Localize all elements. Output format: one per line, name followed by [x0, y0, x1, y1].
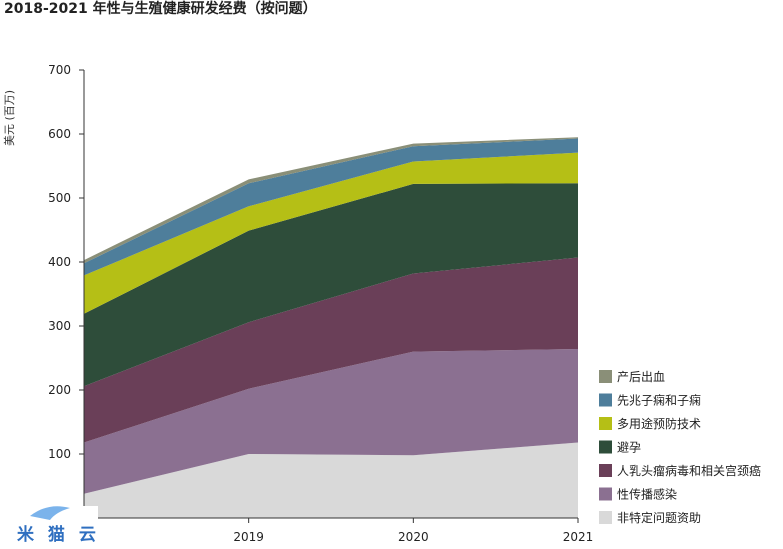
legend-label-1: 先兆子痫和子痫: [617, 394, 701, 408]
legend-swatch-6: [599, 511, 612, 524]
x-tick-label-2: 2021: [563, 530, 594, 544]
legend-swatch-1: [599, 393, 612, 407]
legend-label-0: 产后出血: [617, 370, 665, 384]
watermark-cloud-icon: [30, 506, 70, 520]
area-series-3: [84, 183, 578, 387]
legend-swatch-4: [599, 464, 612, 477]
legend-swatch-3: [599, 440, 612, 454]
area-series-group: [84, 137, 578, 518]
area-series-2: [84, 257, 578, 443]
x-tick-label-1: 2020: [398, 530, 429, 544]
legend-label-2: 多用途预防技术: [617, 416, 701, 431]
x-axis-ticks: 2019 2020 2021: [233, 518, 593, 544]
y-tick-label-3: 400: [48, 255, 71, 269]
y-axis-ticks: 100 200 300 400 500 600 700: [48, 63, 84, 461]
y-tick-label-5: 600: [48, 127, 71, 141]
legend-swatch-2: [599, 417, 612, 430]
y-tick-label-6: 700: [48, 63, 71, 77]
legend-swatch-0: [599, 370, 612, 383]
watermark-logo: 米 猫 云: [0, 506, 100, 549]
area-series-4: [84, 152, 578, 314]
legend-label-3: 避孕: [617, 441, 641, 455]
legend-label-6: 非特定问题资助: [617, 510, 701, 525]
y-tick-label-0: 100: [48, 447, 71, 461]
y-tick-label-1: 200: [48, 383, 71, 397]
watermark-text: 米 猫 云: [17, 524, 100, 545]
legend: 产后出血先兆子痫和子痫多用途预防技术避孕人乳头瘤病毒和相关宫颈癌性传播感染非特定…: [599, 370, 761, 525]
y-tick-label-4: 500: [48, 191, 71, 205]
area-series-6: [84, 137, 578, 264]
y-axis-label: 美元 (百万): [3, 90, 16, 146]
area-series-0: [84, 442, 578, 518]
chart-title: 2018-2021 年性与生殖健康研发经费（按问题）: [4, 0, 317, 17]
area-series-1: [84, 349, 578, 494]
legend-swatch-5: [599, 487, 612, 501]
legend-label-4: 人乳头瘤病毒和相关宫颈癌: [617, 463, 761, 478]
area-series-5: [84, 138, 578, 276]
legend-label-5: 性传播感染: [617, 487, 677, 502]
x-tick-label-0: 2019: [233, 530, 264, 544]
y-tick-label-2: 300: [48, 319, 71, 333]
